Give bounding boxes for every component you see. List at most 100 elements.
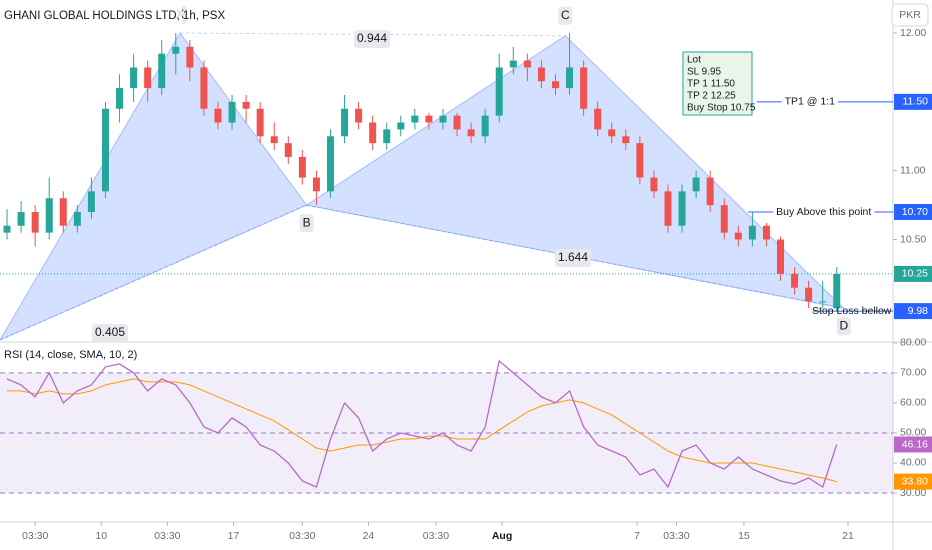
level-text: TP1 @ 1:1: [785, 96, 836, 108]
candle-body: [355, 108, 363, 123]
level-price-label-bg: [894, 93, 932, 110]
candle-body: [298, 156, 306, 178]
chart-title: GHANI GLOBAL HOLDINGS LTD, 1h, PSX: [4, 10, 225, 22]
candle-body: [228, 101, 236, 123]
rsi-title: RSI (14, close, SMA, 10, 2): [4, 349, 137, 361]
candle-body: [762, 225, 770, 240]
note-box: [682, 51, 753, 116]
candle-body: [425, 115, 433, 123]
candle-body: [3, 225, 11, 233]
note-line: TP 2 12.25: [687, 91, 736, 102]
currency-label: PKR: [899, 9, 921, 21]
candle-body: [158, 53, 166, 89]
ratio-tag: [555, 249, 591, 267]
x-tick-label: 03:30: [22, 530, 48, 542]
ratio-label: 0.944: [357, 31, 387, 45]
pattern-leg: [306, 204, 844, 309]
candle-body: [819, 301, 827, 303]
x-tick-label: 17: [228, 530, 240, 542]
candle-body: [481, 115, 489, 137]
candle-body: [144, 67, 152, 89]
x-tick-label: 03:30: [423, 530, 449, 542]
candle-body: [608, 129, 616, 137]
candle-body: [87, 191, 95, 212]
x-tick-label: 15: [738, 530, 750, 542]
candle-body: [369, 122, 377, 144]
level-price-label: 9.98: [908, 305, 929, 317]
candle-body: [650, 177, 658, 192]
candle-body: [326, 136, 334, 192]
candle-body: [551, 81, 559, 89]
candle-body: [734, 232, 742, 240]
candle-body: [678, 191, 686, 226]
y-tick-label: 40.00: [900, 457, 926, 469]
candle-body: [214, 108, 222, 123]
x-tick-label: 03:30: [663, 530, 689, 542]
candle-body: [397, 122, 405, 130]
candle-body: [748, 225, 756, 240]
ratio-label: 1.644: [558, 250, 588, 264]
level-text-bg: [773, 205, 875, 218]
point-label: D: [839, 319, 848, 333]
candle-body: [523, 60, 531, 68]
candle-body: [509, 60, 517, 68]
y-tick-label: 70.00: [900, 367, 926, 379]
candle-body: [270, 136, 278, 144]
candle-body: [453, 115, 461, 130]
x-tick-label: 03:30: [154, 530, 180, 542]
point-tag: [836, 317, 851, 336]
x-tick-label: Aug: [492, 530, 512, 542]
level-price-label-bg: [894, 203, 932, 220]
level-text: Buy Above this point: [776, 206, 871, 218]
level-text: Stop Loss bellow this: [812, 305, 911, 317]
y-tick-label: 10.50: [900, 233, 926, 245]
y-tick-label: 50.00: [900, 427, 926, 439]
x-tick-label: 03:30: [289, 530, 315, 542]
candle-body: [242, 101, 250, 109]
rsi-value-label-bg: [894, 473, 932, 490]
y-tick-label: 12.00: [900, 27, 926, 39]
note-line: Lot: [687, 55, 701, 66]
rsi-value-label: 46.16: [902, 438, 928, 450]
rsi-line: [6, 359, 838, 489]
candle-body: [17, 211, 25, 226]
y-tick-label: 11.00: [900, 164, 926, 176]
candle-body: [31, 211, 39, 233]
y-tick-label: 60.00: [900, 397, 926, 409]
rsi-value-label: 33.80: [902, 475, 928, 487]
candle-body: [172, 46, 180, 54]
candle-body: [59, 198, 67, 226]
ratio-tag: [354, 30, 390, 48]
currency-button[interactable]: [891, 3, 929, 27]
candle-body: [791, 273, 799, 288]
candle-body: [805, 287, 813, 302]
candle-body: [636, 143, 644, 178]
candle-body: [776, 239, 784, 274]
candle-body: [580, 67, 588, 109]
candle-body: [186, 46, 194, 68]
note-line: Buy Stop 10.75: [687, 103, 756, 114]
x-tick-label: 24: [363, 530, 375, 542]
candle-body: [101, 108, 109, 192]
note-line: TP 1 11.50: [687, 79, 735, 90]
title-bg: [0, 6, 182, 26]
candle-body: [692, 177, 700, 192]
candle-body: [411, 115, 419, 123]
x-tick-label: 10: [95, 530, 107, 542]
candle-body: [622, 136, 630, 144]
candle-body: [256, 108, 264, 137]
candle-body: [594, 108, 602, 130]
candle-body: [706, 177, 714, 206]
candle-body: [284, 143, 292, 157]
last-price-label: 10.25: [902, 268, 928, 280]
point-tag: [299, 214, 314, 233]
candle-body: [341, 108, 349, 137]
level-price-label-bg: [894, 303, 932, 320]
candle-body: [383, 129, 391, 144]
candle-body: [833, 273, 841, 309]
x-tick-label: 7: [634, 530, 640, 542]
level-text-bg: [781, 95, 839, 108]
candle-body: [130, 67, 138, 89]
candle-body: [467, 129, 475, 137]
